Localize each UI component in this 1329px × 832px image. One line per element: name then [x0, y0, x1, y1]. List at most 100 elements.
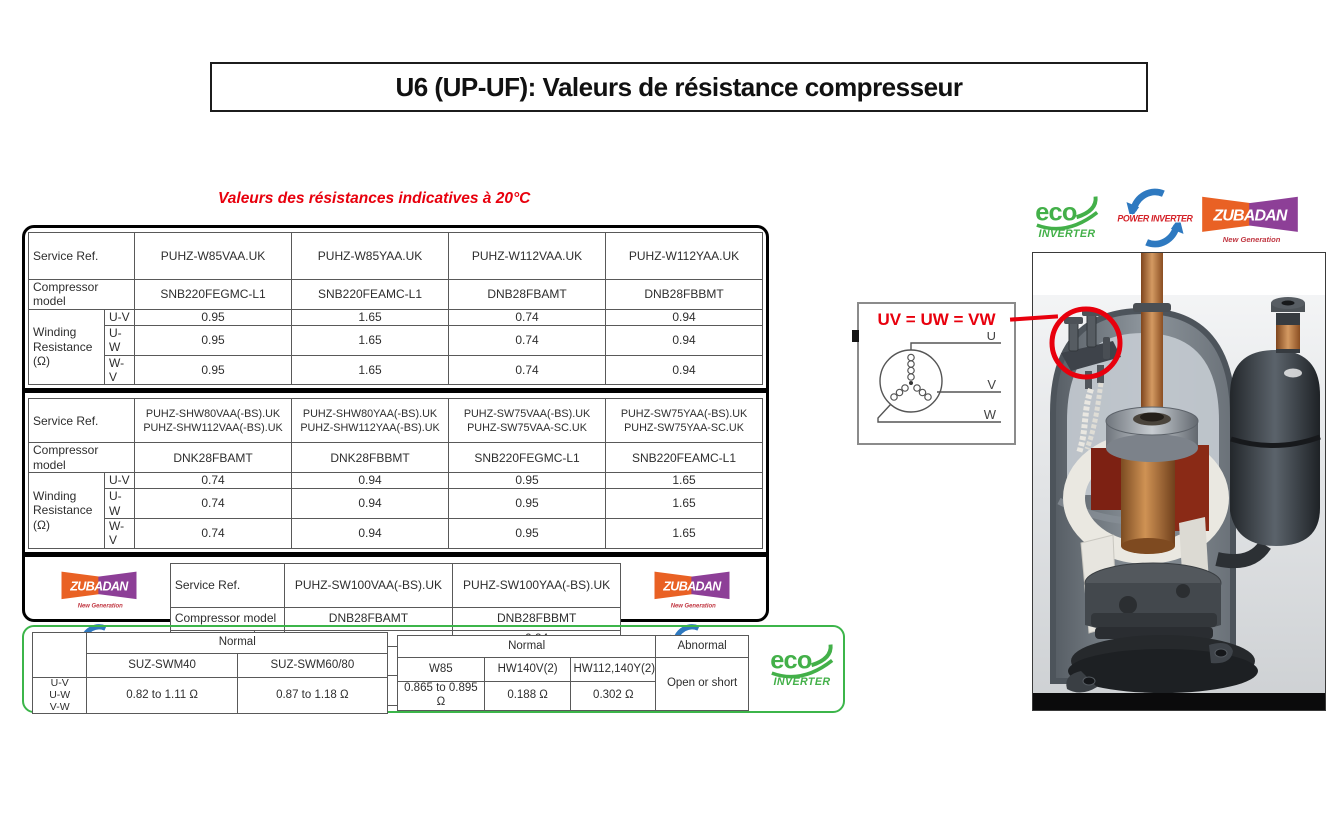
svg-text:INVERTER: INVERTER	[1038, 228, 1095, 240]
resistance-value: 1.65	[605, 472, 764, 490]
winding-resistance-label: Winding Resistance (Ω)	[28, 472, 105, 549]
service-ref-value: PUHZ-SHW80VAA(-BS).UK PUHZ-SHW112VAA(-BS…	[134, 398, 293, 444]
terminal-u-label: U	[987, 332, 996, 343]
resistance-range: 0.865 to 0.895 Ω	[397, 681, 485, 711]
compressor-model-value: DNK28FBBMT	[291, 442, 450, 474]
resistance-value: 0.74	[448, 324, 607, 356]
compressor-model-value: SNB220FEAMC-L1	[291, 279, 450, 310]
service-ref-value: PUHZ-SW75YAA(-BS).UK PUHZ-SW75YAA-SC.UK	[605, 398, 764, 444]
stator-core	[1091, 448, 1123, 510]
section-shw-sw-series: Service Ref. PUHZ-SHW80VAA(-BS).UK PUHZ-…	[25, 388, 766, 551]
resistance-value: 0.188 Ω	[483, 681, 572, 711]
empty-cell	[31, 632, 88, 678]
zubadan-logo: ZUBADAN New Generation	[1202, 196, 1298, 244]
resistance-value: 1.65	[605, 488, 764, 519]
svg-text:eco: eco	[770, 646, 812, 674]
service-ref-value: PUHZ-SW75VAA(-BS).UK PUHZ-SW75VAA-SC.UK	[448, 398, 607, 444]
terminal-w-label: W	[984, 407, 997, 422]
title-box: U6 (UP-UF): Valeurs de résistance compre…	[210, 62, 1148, 112]
pair-labels: U-V U-W V-W	[31, 676, 88, 715]
compressor-model-value: DNK28FBAMT	[134, 442, 293, 474]
compressor-illustration	[1033, 253, 1325, 710]
service-ref-value: PUHZ-W85VAA.UK	[134, 232, 293, 280]
table-suz: Normal SUZ-SWM40 SUZ-SWM60/80 U-V U-W V-…	[31, 632, 389, 715]
svg-text:New Generation: New Generation	[78, 603, 123, 609]
resistance-value: 1.65	[291, 308, 450, 326]
resistance-value: 0.94	[291, 488, 450, 519]
resistance-value: 0.74	[448, 354, 607, 386]
table-shw-sw-series: Service Ref. PUHZ-SHW80VAA(-BS).UK PUHZ-…	[27, 398, 764, 549]
resistance-value: 0.94	[605, 354, 764, 386]
stray-mark	[852, 330, 859, 342]
resistance-value: 0.94	[291, 517, 450, 549]
pair-label: U-W	[103, 324, 136, 356]
resistance-value: 0.95	[134, 308, 293, 326]
resistance-value: 0.94	[291, 472, 450, 490]
pair-label: U-V	[103, 308, 136, 326]
resistance-value: 0.74	[134, 488, 293, 519]
compressor-model-label: Compressor model	[27, 442, 136, 474]
resistance-value: 0.74	[134, 472, 293, 490]
svg-text:eco: eco	[1035, 198, 1077, 226]
resistance-value: 0.95	[448, 517, 607, 549]
abnormal-value: Open or short	[655, 657, 749, 711]
service-ref-value: PUHZ-W85YAA.UK	[291, 232, 450, 280]
power-inverter-logo: POWER INVERTER	[1116, 188, 1195, 248]
resistance-value: 0.95	[134, 354, 293, 386]
pair-label: U-W	[103, 488, 136, 519]
copper-pipe	[1141, 253, 1163, 417]
model-header: SUZ-SWM40	[86, 653, 238, 678]
resistance-value: 0.94	[605, 324, 764, 356]
table-w-series: Service Ref. PUHZ-W85VAA.UK PUHZ-W85YAA.…	[27, 232, 764, 386]
mounting-foot	[1066, 671, 1097, 693]
compressor-model-value: SNB220FEGMC-L1	[448, 442, 607, 474]
winding-resistance-label: Winding Resistance (Ω)	[28, 308, 105, 386]
service-ref-label: Service Ref.	[27, 232, 136, 280]
compressor-model-value: SNB220FEAMC-L1	[605, 442, 764, 474]
svg-text:New Generation: New Generation	[1223, 235, 1281, 244]
compressor-model-label: Compressor model	[169, 606, 285, 631]
pair-label: U-V	[103, 472, 136, 490]
service-ref-label: Service Ref.	[169, 562, 285, 608]
rotor	[1121, 453, 1175, 546]
resistance-value: 1.65	[291, 324, 450, 356]
resistance-value: 0.94	[605, 308, 764, 326]
zubadan-logo: ZUBADAN New Generation	[654, 571, 730, 609]
resistance-value: 0.74	[134, 517, 293, 549]
terminal-v-label: V	[987, 377, 996, 392]
normal-header: Normal	[86, 632, 388, 654]
winding-diagram-box: UV = UW = VW U V W	[857, 302, 1016, 445]
resistance-value: 0.302 Ω	[570, 681, 657, 711]
service-ref-label: Service Ref.	[27, 398, 136, 444]
compressor-photo	[1032, 252, 1326, 711]
service-ref-value: PUHZ-SHW80YAA(-BS).UK PUHZ-SHW112YAA(-BS…	[291, 398, 450, 444]
uv-annotation: UV = UW = VW	[877, 310, 996, 329]
table-w85-hw: Normal Abnormal W85 HW140V(2) HW112,140Y…	[396, 635, 749, 711]
page-title: U6 (UP-UF): Valeurs de résistance compre…	[395, 71, 963, 102]
svg-text:ZUBADAN: ZUBADAN	[1212, 208, 1287, 225]
resistance-range: 0.82 to 1.11 Ω	[86, 676, 238, 715]
svg-text:INVERTER: INVERTER	[773, 676, 830, 688]
subtitle: Valeurs des résistances indicatives à 20…	[218, 190, 531, 207]
resistance-value: 1.65	[605, 517, 764, 549]
resistance-tables-panel: Service Ref. PUHZ-W85VAA.UK PUHZ-W85YAA.…	[22, 225, 769, 707]
suz-resistance-panel: Normal SUZ-SWM40 SUZ-SWM60/80 U-V U-W V-…	[22, 625, 845, 715]
eco-inverter-logo: eco INVERTER	[770, 644, 834, 688]
winding-diagram: U V W	[877, 328, 1001, 423]
svg-text:ZUBADAN: ZUBADAN	[69, 579, 129, 593]
eco-inverter-logo: eco INVERTER	[1035, 196, 1099, 240]
service-ref-value: PUHZ-W112VAA.UK	[448, 232, 607, 280]
svg-text:New Generation: New Generation	[671, 603, 716, 609]
abnormal-header: Abnormal	[655, 635, 749, 658]
svg-text:ZUBADAN: ZUBADAN	[662, 579, 722, 593]
resistance-value: 0.95	[448, 472, 607, 490]
section-w-series: Service Ref. PUHZ-W85VAA.UK PUHZ-W85YAA.…	[25, 228, 766, 388]
compressor-model-value: DNB28FBAMT	[448, 279, 607, 310]
lead-wires	[1076, 388, 1094, 454]
compressor-model-label: Compressor model	[27, 279, 136, 310]
pair-label: W-V	[103, 354, 136, 386]
model-header: HW140V(2)	[483, 657, 572, 682]
service-ref-value: PUHZ-SW100YAA(-BS).UK	[452, 562, 622, 608]
resistance-value: 0.95	[134, 324, 293, 356]
svg-text:POWER INVERTER: POWER INVERTER	[1117, 213, 1193, 223]
